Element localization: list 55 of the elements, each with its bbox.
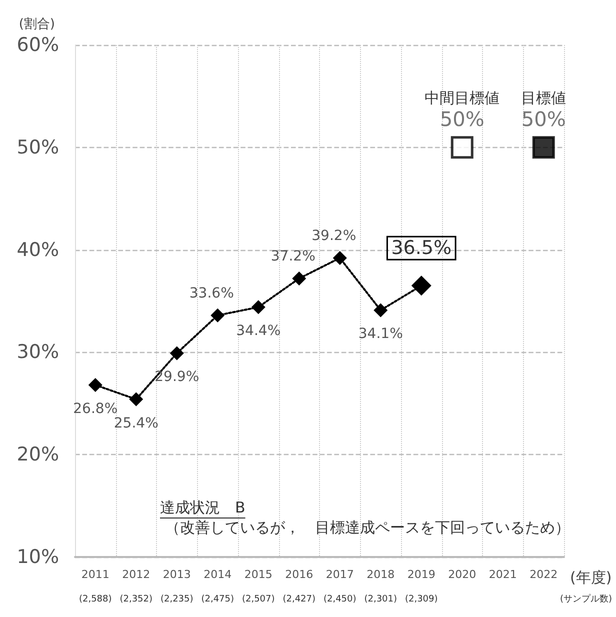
y-tick-label: 20% bbox=[16, 444, 59, 466]
point bbox=[332, 250, 347, 265]
y-tick-label: 40% bbox=[16, 238, 59, 261]
point bbox=[450, 136, 474, 159]
y-tick-label: 30% bbox=[16, 341, 59, 364]
data-label: 37.2% bbox=[270, 248, 316, 264]
annotation: （改善しているが， 目標達成ペースを下回っているため） bbox=[165, 518, 570, 536]
x-tick-label: 2012 bbox=[122, 568, 150, 581]
point bbox=[210, 308, 225, 322]
point bbox=[129, 392, 144, 406]
x-tick-label: 2014 bbox=[204, 568, 232, 581]
annotation: 達成状況 B bbox=[160, 498, 246, 516]
x-tick-label: 2021 bbox=[488, 568, 517, 581]
point bbox=[88, 378, 102, 392]
x-tick-label: 2017 bbox=[326, 568, 354, 581]
text: (2,507) bbox=[242, 594, 275, 604]
data-label: 50% bbox=[440, 107, 484, 132]
y-tick-label: 50% bbox=[16, 136, 59, 158]
text: (2,475) bbox=[201, 594, 234, 604]
text: (2,309) bbox=[404, 594, 438, 604]
y-tick-label: 10% bbox=[16, 546, 59, 568]
data-label: 25.4% bbox=[114, 415, 158, 432]
data-label: 34.1% bbox=[358, 326, 403, 342]
text: (2,235) bbox=[160, 594, 194, 604]
text: (2,427) bbox=[282, 594, 316, 604]
point bbox=[532, 136, 555, 159]
point bbox=[170, 346, 184, 360]
point bbox=[251, 300, 266, 314]
text: 中間目標値 bbox=[424, 89, 500, 108]
x-tick-label: 2022 bbox=[530, 568, 558, 581]
data-label: 33.6% bbox=[189, 285, 234, 302]
text: (サンプル数) bbox=[560, 594, 612, 604]
data-label: 50% bbox=[521, 107, 566, 132]
x-tick-label: 2011 bbox=[81, 568, 110, 581]
data-label: 39.2% bbox=[312, 228, 356, 244]
text: (2,352) bbox=[120, 594, 153, 604]
text: 目標値 bbox=[521, 89, 566, 108]
text: (2,588) bbox=[78, 594, 112, 604]
x-tick-label: 2016 bbox=[285, 568, 314, 581]
x-tick-label: 2018 bbox=[366, 568, 395, 581]
data-label: 29.9% bbox=[154, 369, 200, 386]
text: (2,450) bbox=[323, 594, 356, 604]
y-tick-label: 60% bbox=[16, 34, 59, 56]
x-tick-label: 2019 bbox=[407, 568, 436, 581]
data-label: 34.4% bbox=[236, 323, 281, 340]
x-tick-label: 2020 bbox=[448, 568, 476, 581]
x-tick-label: 2013 bbox=[162, 568, 191, 581]
data-label: 26.8% bbox=[73, 400, 118, 417]
x-axis-title: (年度) bbox=[570, 568, 612, 586]
point bbox=[374, 303, 388, 318]
data-label: 36.5% bbox=[391, 237, 452, 260]
point bbox=[292, 271, 306, 286]
text: (2,301) bbox=[364, 594, 398, 604]
x-tick-label: 2015 bbox=[244, 568, 272, 581]
y-axis-title: (割合) bbox=[18, 17, 55, 32]
